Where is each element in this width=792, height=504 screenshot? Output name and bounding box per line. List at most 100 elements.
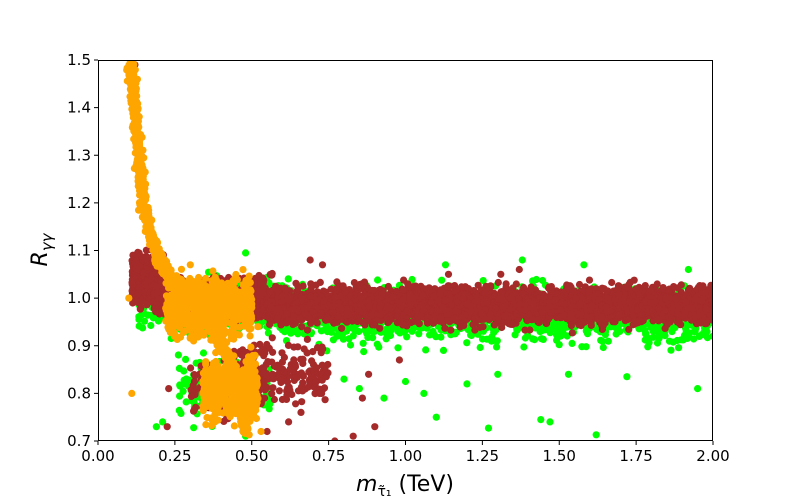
brown-point (141, 280, 149, 288)
brown-point (133, 250, 141, 259)
green-point (703, 334, 712, 342)
green-point (408, 275, 416, 284)
green-point (546, 418, 554, 426)
green-point (359, 339, 367, 347)
green-point (437, 333, 445, 341)
green-point (494, 370, 502, 378)
green-point (177, 409, 185, 417)
green-point (612, 324, 620, 332)
green-point (155, 315, 163, 323)
green-point (649, 333, 657, 341)
green-point (484, 424, 493, 432)
green-point (340, 375, 348, 383)
green-point (174, 351, 182, 359)
green-point (655, 329, 663, 337)
green-point (432, 413, 440, 421)
green-point (264, 329, 272, 337)
data-points (123, 60, 713, 441)
green-point (184, 376, 192, 384)
green-point (152, 423, 160, 431)
brown-point (138, 297, 146, 305)
green-point (182, 398, 190, 406)
green-point (529, 277, 537, 285)
brown-point (140, 269, 148, 277)
green-point (403, 333, 411, 341)
green-point (644, 343, 652, 351)
green-point (592, 431, 600, 439)
green-point (530, 336, 539, 344)
brown-point (154, 288, 162, 296)
green-point (401, 377, 410, 386)
green-point (135, 313, 143, 321)
green-point (355, 327, 363, 336)
green-point (665, 337, 674, 345)
green-point (641, 326, 649, 334)
brown-point (256, 290, 264, 298)
green-point (694, 385, 702, 393)
brown-point (447, 326, 455, 334)
green-point (684, 265, 693, 274)
green-point (493, 343, 501, 351)
green-point (647, 323, 655, 331)
green-point (438, 276, 446, 284)
brown-point (268, 269, 276, 278)
green-point (479, 277, 487, 285)
brown-point (128, 287, 136, 295)
brown-point (255, 271, 263, 280)
brown-point (152, 269, 160, 277)
green-point (582, 343, 590, 351)
brown-point (143, 301, 151, 309)
green-point (537, 335, 546, 343)
green-point (520, 343, 528, 351)
green-point (199, 349, 208, 357)
green-point (467, 331, 476, 340)
green-point (539, 276, 547, 285)
green-point (493, 337, 501, 345)
green-point (599, 343, 607, 352)
brown-point (153, 282, 161, 290)
green-point (580, 261, 588, 269)
green-point (346, 341, 355, 349)
green-point (355, 385, 363, 393)
green-point (661, 332, 669, 340)
green-point (159, 418, 167, 426)
green-point (463, 339, 471, 347)
green-point (374, 276, 382, 284)
green-point (584, 330, 592, 338)
green-point (568, 339, 576, 347)
brown-point (316, 278, 324, 286)
green-point (242, 249, 250, 257)
green-point (518, 256, 526, 264)
brown-point (512, 280, 520, 288)
brown-point (141, 255, 149, 264)
green-point (698, 331, 706, 339)
green-point (553, 336, 561, 344)
green-point (604, 337, 612, 345)
green-point (552, 331, 561, 339)
green-point (394, 344, 402, 352)
green-point (284, 275, 292, 283)
green-point (373, 340, 381, 348)
green-point (429, 327, 437, 336)
green-point (182, 355, 190, 363)
green-point (439, 346, 448, 354)
green-point (147, 321, 155, 330)
brown-point (494, 278, 502, 287)
green-point (190, 424, 198, 432)
green-point (677, 336, 685, 344)
green-point (476, 343, 484, 352)
green-point (564, 370, 573, 378)
green-point (329, 336, 337, 344)
green-point (135, 322, 143, 330)
green-point (623, 373, 631, 381)
green-point (675, 344, 683, 352)
green-point (175, 364, 183, 372)
brown-point (253, 314, 261, 322)
brown-point (630, 276, 638, 284)
green-point (140, 317, 149, 325)
green-point (415, 330, 423, 338)
green-point (383, 325, 391, 333)
green-point (463, 380, 471, 388)
green-point (420, 389, 428, 397)
brown-point (151, 305, 159, 313)
